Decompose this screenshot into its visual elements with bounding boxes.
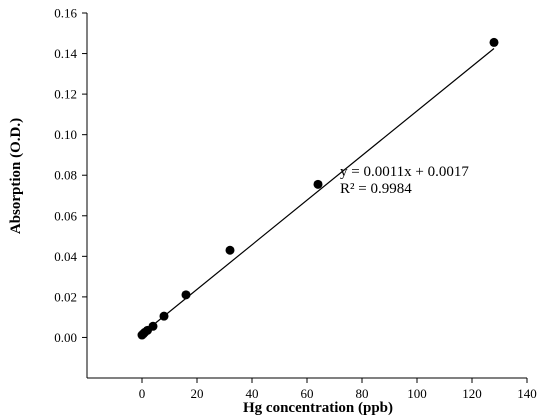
- y-tick-label: 0.02: [54, 289, 77, 304]
- x-tick-label: 100: [407, 386, 427, 401]
- data-point: [489, 37, 499, 47]
- x-axis-title: Hg concentration (ppb): [243, 400, 393, 416]
- y-tick-label: 0.16: [54, 6, 77, 21]
- r-squared-label: R² = 0.9984: [340, 181, 412, 197]
- x-tick-label: 60: [301, 386, 314, 401]
- data-points: [137, 37, 499, 340]
- y-axis-title: Absorption (O.D.): [8, 118, 24, 234]
- x-tick-label: 140: [517, 386, 537, 401]
- x-tick-label: 120: [462, 386, 482, 401]
- y-tick-label: 0.10: [54, 127, 77, 142]
- x-tick-label: 0: [139, 386, 146, 401]
- data-point: [148, 321, 158, 331]
- y-tick-label: 0.14: [54, 46, 77, 61]
- data-point: [225, 245, 235, 255]
- data-point: [313, 179, 323, 189]
- x-axis-ticks: 0 20 40 60 80 100 120 140: [139, 378, 537, 401]
- x-tick-label: 40: [246, 386, 259, 401]
- trendline: [141, 48, 495, 335]
- x-tick-label: 20: [191, 386, 204, 401]
- y-tick-label: 0.00: [54, 330, 77, 345]
- y-tick-label: 0.04: [54, 249, 77, 264]
- data-point: [159, 311, 169, 321]
- y-tick-label: 0.06: [54, 208, 77, 223]
- y-tick-label: 0.12: [54, 87, 77, 102]
- data-point: [181, 290, 191, 300]
- x-tick-label: 80: [356, 386, 369, 401]
- y-tick-label: 0.08: [54, 168, 77, 183]
- regression-equation: y = 0.0011x + 0.0017: [340, 164, 469, 180]
- y-axis-ticks: 0.00 0.02 0.04 0.06 0.08 0.10 0.12 0.14 0.16: [54, 6, 87, 345]
